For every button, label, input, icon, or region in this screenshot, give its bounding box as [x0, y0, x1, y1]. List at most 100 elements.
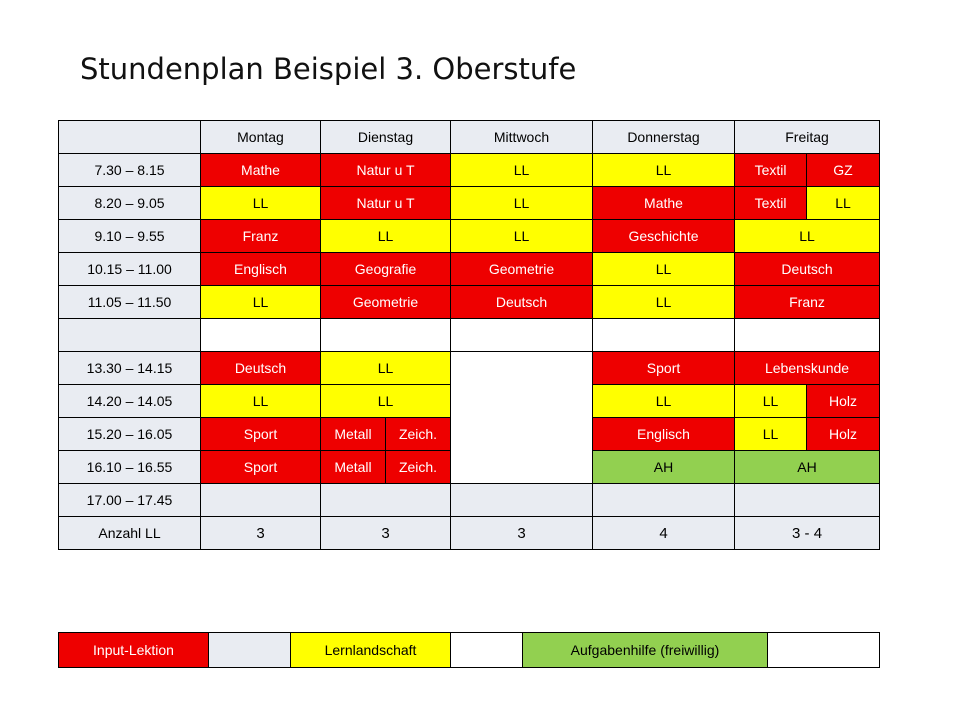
timetable: Montag Dienstag Mittwoch Donnerstag Frei…: [58, 120, 881, 550]
empty-cell: [592, 483, 736, 517]
time-slot: 16.10 – 16.55: [58, 450, 201, 484]
lesson-cell: Franz: [734, 285, 881, 319]
total-cell: 3: [319, 516, 452, 550]
time-slot: 9.10 – 9.55: [58, 219, 201, 253]
page-title: Stundenplan Beispiel 3. Oberstufe: [80, 52, 577, 86]
lesson-cell: Lebenskunde: [734, 351, 881, 385]
lesson-cell: LL: [450, 153, 594, 187]
lesson-cell: LL: [592, 285, 736, 319]
table-row: 10.15 – 11.00 Englisch Geografie Geometr…: [58, 252, 881, 286]
empty-cell: [734, 483, 881, 517]
header-row: Montag Dienstag Mittwoch Donnerstag Frei…: [58, 120, 881, 154]
time-slot: 7.30 – 8.15: [58, 153, 201, 187]
lesson-cell: LL: [319, 351, 452, 385]
break-row: [58, 318, 881, 352]
lesson-cell: Natur u T: [319, 153, 452, 187]
time-slot: 11.05 – 11.50: [58, 285, 201, 319]
day-header-friday: Freitag: [734, 120, 881, 154]
lesson-cell: Metall: [320, 450, 386, 484]
lesson-cell: LL: [450, 186, 594, 220]
lesson-cell: Mathe: [200, 153, 321, 187]
lesson-cell: Englisch: [200, 252, 321, 286]
lesson-cell: Geometrie: [450, 252, 594, 286]
total-cell: 4: [592, 516, 736, 550]
day-header-wednesday: Mittwoch: [450, 120, 594, 154]
table-row: 17.00 – 17.45: [58, 483, 881, 517]
empty-cell: [319, 483, 452, 517]
lesson-cell: LL: [200, 186, 321, 220]
empty-cell: [450, 318, 594, 352]
total-cell: 3: [200, 516, 321, 550]
lesson-cell: LL: [319, 384, 452, 418]
empty-cell: [592, 318, 736, 352]
lesson-cell: LL: [200, 384, 321, 418]
lesson-cell: Metall: [320, 417, 386, 451]
legend-aufgabenhilfe: Aufgabenhilfe (freiwillig): [522, 632, 768, 668]
table-row: 14.20 – 14.05 LL LL LL LL Holz: [58, 384, 881, 418]
total-cell: 3 - 4: [734, 516, 881, 550]
break-time-cell: [58, 318, 201, 352]
lesson-cell: Textil: [734, 153, 808, 187]
lesson-cell: Sport: [592, 351, 736, 385]
lesson-cell: Sport: [200, 417, 321, 451]
lesson-cell: AH: [734, 450, 881, 484]
empty-cell: [200, 483, 321, 517]
totals-row: Anzahl LL 3 3 3 4 3 - 4: [58, 516, 881, 550]
lesson-cell: LL: [734, 417, 808, 451]
day-header-tuesday: Dienstag: [319, 120, 452, 154]
lesson-cell: Deutsch: [200, 351, 321, 385]
wednesday-afternoon-free: [450, 351, 594, 484]
empty-cell: [450, 483, 594, 517]
table-row: 16.10 – 16.55 Sport Metall Zeich. AH AH: [58, 450, 881, 484]
lesson-cell: Geografie: [319, 252, 452, 286]
lesson-cell: Geometrie: [319, 285, 452, 319]
table-row: 13.30 – 14.15 Deutsch LL Sport Lebenskun…: [58, 351, 881, 484]
lesson-cell: Zeich.: [384, 417, 452, 451]
lesson-cell: Holz: [806, 384, 881, 418]
time-slot: 17.00 – 17.45: [58, 483, 201, 517]
empty-cell: [319, 318, 452, 352]
lesson-cell: LL: [319, 219, 452, 253]
time-slot: 14.20 – 14.05: [58, 384, 201, 418]
lesson-cell: Holz: [806, 417, 881, 451]
time-slot: 15.20 – 16.05: [58, 417, 201, 451]
lesson-cell: LL: [450, 219, 594, 253]
lesson-cell: Deutsch: [450, 285, 594, 319]
table-row: 15.20 – 16.05 Sport Metall Zeich. Englis…: [58, 417, 881, 451]
lesson-cell: LL: [592, 252, 736, 286]
lesson-cell: GZ: [806, 153, 881, 187]
day-header-monday: Montag: [200, 120, 321, 154]
time-slot: 8.20 – 9.05: [58, 186, 201, 220]
table-row: 8.20 – 9.05 LL Natur u T LL Mathe Textil…: [58, 186, 881, 220]
lesson-cell: LL: [806, 186, 881, 220]
day-header-thursday: Donnerstag: [592, 120, 736, 154]
lesson-cell: Geschichte: [592, 219, 736, 253]
table-row: 9.10 – 9.55 Franz LL LL Geschichte LL: [58, 219, 881, 253]
lesson-cell: LL: [592, 153, 736, 187]
lesson-cell: AH: [592, 450, 736, 484]
lesson-cell: Franz: [200, 219, 321, 253]
legend-row: Input-Lektion Lernlandschaft Aufgabenhil…: [58, 632, 880, 668]
table-row: 7.30 – 8.15 Mathe Natur u T LL LL Textil…: [58, 153, 881, 187]
lesson-cell: LL: [592, 384, 736, 418]
header-corner: [58, 120, 201, 154]
lesson-cell: Deutsch: [734, 252, 881, 286]
lesson-cell: Textil: [734, 186, 808, 220]
totals-label: Anzahl LL: [58, 516, 201, 550]
lesson-cell: LL: [200, 285, 321, 319]
lesson-cell: LL: [734, 219, 881, 253]
legend-spacer: [767, 632, 880, 668]
lesson-cell: Zeich.: [384, 450, 452, 484]
legend-spacer: [450, 632, 523, 668]
legend-lernlandschaft: Lernlandschaft: [290, 632, 451, 668]
total-cell: 3: [450, 516, 594, 550]
lesson-cell: Natur u T: [319, 186, 452, 220]
table-row: 11.05 – 11.50 LL Geometrie Deutsch LL Fr…: [58, 285, 881, 319]
time-slot: 10.15 – 11.00: [58, 252, 201, 286]
lesson-cell: Sport: [200, 450, 321, 484]
time-slot: 13.30 – 14.15: [58, 351, 201, 385]
lesson-cell: Englisch: [592, 417, 736, 451]
lesson-cell: LL: [734, 384, 808, 418]
lesson-cell: Mathe: [592, 186, 736, 220]
